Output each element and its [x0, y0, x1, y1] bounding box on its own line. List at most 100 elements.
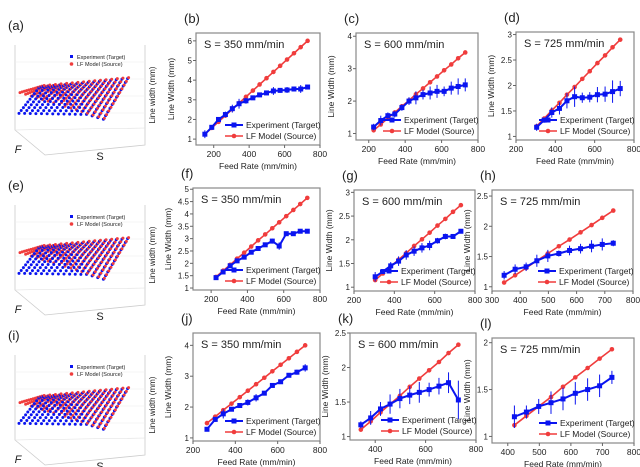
y-axis-label: Line Width (mm): [324, 209, 334, 272]
legend-lf-label: LF Model (Source): [246, 276, 317, 286]
experiment-point: [255, 246, 261, 252]
lf-model-point: [104, 93, 108, 97]
lf-model-point: [114, 247, 118, 251]
experiment-point: [304, 228, 310, 234]
lf-model-point: [579, 76, 585, 82]
experiment-point: [34, 272, 38, 276]
experiment-point: [63, 102, 67, 106]
legend-experiment-marker: [231, 418, 237, 424]
experiment-point: [278, 379, 284, 385]
lf-model-point: [102, 406, 106, 410]
experiment-point: [17, 271, 21, 275]
lf-model-point: [124, 389, 128, 393]
chart-title: S = 725 mm/min: [500, 344, 580, 356]
lf-model-point: [111, 83, 115, 87]
y-tick-label: 4: [185, 210, 190, 219]
lf-model-point: [111, 262, 115, 266]
experiment-point: [36, 109, 40, 113]
experiment-point: [448, 85, 454, 91]
experiment-point: [33, 416, 37, 420]
lf-model-point: [98, 388, 102, 392]
scatter3d-panel: (a) Experiment (Target)LF Model (Source) F…: [8, 18, 157, 163]
experiment-point: [42, 269, 46, 273]
panel-label: (h): [480, 168, 496, 183]
experiment-point: [294, 369, 300, 375]
s-axis-label: S: [96, 311, 103, 323]
experiment-point: [30, 404, 34, 408]
experiment-point: [245, 399, 251, 405]
legend-lf-marker: [545, 431, 551, 437]
plot-frame: [491, 337, 635, 444]
lf-model-point: [250, 88, 256, 93]
legend-experiment-label: Experiment (Target): [401, 266, 476, 276]
experiment-point: [34, 257, 38, 261]
lf-model-point: [110, 404, 114, 408]
lf-model-point: [100, 410, 104, 414]
legend-experiment-marker: [70, 55, 73, 58]
experiment-point: [39, 257, 43, 261]
legend-lf-marker: [69, 372, 74, 376]
legend-lf-label: LF Model (Source): [402, 426, 473, 436]
lf-model-point: [97, 275, 101, 279]
legend-experiment-label: Experiment (Target): [246, 416, 321, 426]
lf-model-point: [124, 79, 128, 83]
lf-model-point: [118, 90, 122, 94]
legend-lf-marker: [389, 128, 395, 134]
experiment-point: [46, 103, 50, 107]
experiment-point: [60, 259, 64, 263]
lf-model-point: [65, 262, 69, 266]
lf-model-point: [42, 84, 46, 87]
lf-model-point: [64, 256, 68, 260]
experiment-point: [290, 231, 296, 237]
experiment-point: [44, 91, 48, 95]
experiment-point: [73, 112, 77, 116]
experiment-point: [229, 106, 235, 112]
experiment-point: [212, 416, 218, 422]
experiment-point: [610, 89, 616, 95]
experiment-point: [43, 410, 47, 414]
lf-model-point: [277, 63, 283, 69]
experiment-point: [388, 263, 394, 269]
y-tick-label: 2: [484, 222, 489, 231]
experiment-point: [406, 98, 412, 104]
lf-model-point: [53, 82, 57, 86]
experiment-point: [27, 416, 31, 420]
lf-model-point: [107, 109, 111, 113]
experiment-point: [17, 421, 21, 425]
legend-lf-marker: [386, 279, 392, 285]
experiment-point: [31, 260, 35, 264]
legend-experiment-marker: [545, 420, 551, 426]
lf-model-point: [99, 421, 103, 425]
lf-model-point: [101, 268, 105, 272]
lf-model-point: [108, 257, 112, 261]
x-tick-label: 600: [564, 447, 578, 457]
x-tick-label: 600: [277, 294, 291, 304]
legend-experiment-marker: [70, 215, 73, 218]
lf-model-point: [118, 400, 122, 404]
experiment-point: [55, 90, 59, 94]
experiment-point: [358, 422, 364, 428]
lf-model-point: [610, 208, 616, 213]
experiment-point: [40, 398, 44, 402]
y-tick-label: 2: [348, 97, 353, 106]
experiment-point: [45, 422, 49, 426]
experiment-point: [43, 260, 47, 264]
lf-model-point: [82, 240, 86, 244]
experiment-point: [24, 103, 28, 107]
experiment-point: [64, 93, 68, 97]
lf-model-point: [501, 280, 507, 285]
x-axis-label: Feed Rate (mm/min): [376, 307, 454, 317]
experiment-point: [291, 86, 297, 92]
experiment-point: [64, 269, 68, 273]
lf-model-point: [93, 110, 97, 114]
experiment-point: [579, 95, 585, 101]
lf-model-point: [42, 244, 46, 247]
experiment-point: [61, 250, 65, 254]
z-axis-label: Line width (mm): [148, 66, 157, 123]
y-tick-label: 1: [508, 132, 513, 141]
lf-model-point: [121, 386, 125, 390]
experiment-point: [269, 382, 275, 388]
experiment-point: [220, 411, 226, 417]
x-tick-label: 600: [277, 149, 291, 159]
experiment-point: [53, 109, 57, 113]
